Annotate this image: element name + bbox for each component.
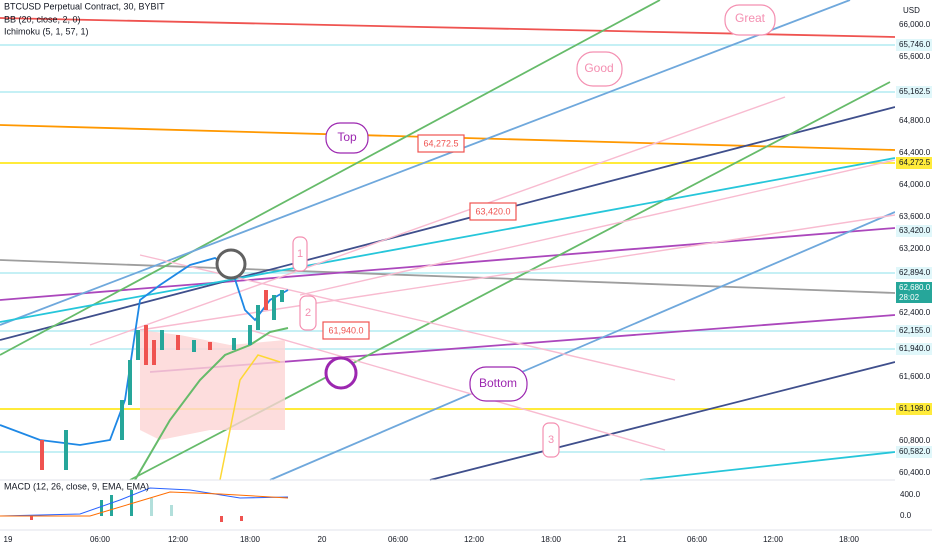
price-label: 64,272.5 [899,158,931,167]
price-label: 62,894.0 [899,268,931,277]
symbol: BTCUSD Perpetual Contract, 30, BYBIT [4,1,165,11]
price-label: 64,800.0 [899,116,931,125]
price-label: 61,600.0 [899,372,931,381]
price-badge [896,325,932,337]
price-badge [896,157,932,169]
annotation: Bottom [479,376,517,390]
price-badge [896,267,932,279]
price-label: 64,000.0 [899,180,931,189]
time-label: 18:00 [839,535,860,544]
price-label: 65,600.0 [899,52,931,61]
annotation: 63,420.0 [475,206,510,216]
time-label: 19 [4,535,13,544]
price-badge [896,282,932,303]
price-label: 65,162.5 [899,87,931,96]
annotation: 61,940.0 [328,325,363,335]
bollinger-band [0,257,289,446]
indicator: BB (20, close, 2, 0) [4,14,81,24]
price-badge [896,403,932,415]
time-label: 12:00 [464,535,485,544]
macd-title: MACD (12, 26, close, 9, EMA, EMA) [4,481,149,491]
macd-histogram [0,490,290,522]
price-label: 61,198.0 [899,404,931,413]
time-label: 20 [318,535,327,544]
price-label: 62,680.0 [899,283,931,292]
price-badge [896,86,932,98]
price-label: 60,400.0 [899,468,931,477]
annotation: 64,272.5 [423,138,458,148]
annotation: Good [584,61,613,75]
trend-lines [0,0,896,481]
time-label: 06:00 [687,535,708,544]
price-badge [896,343,932,355]
annotation: Great [735,11,766,25]
price-label: 62,400.0 [899,308,931,317]
price-label: 64,400.0 [899,148,931,157]
time-label: 18:00 [541,535,562,544]
annotation: 1 [297,248,303,260]
price-label: 60,582.0 [899,447,931,456]
price-badge [896,446,932,458]
macd-axis-label: 0.0 [900,511,912,520]
time-label: 18:00 [240,535,261,544]
price-label: 66,000.0 [899,20,931,29]
price-label: 65,746.0 [899,40,931,49]
price-badge [896,225,932,237]
macd-line [0,487,289,517]
time-label: 12:00 [168,535,189,544]
time-label: 12:00 [763,535,784,544]
signal-line [0,491,289,517]
ichimoku-lag [219,354,281,481]
price-label: 62,155.0 [899,326,931,335]
bubbles [215,4,776,458]
price-label: 63,420.0 [899,226,931,235]
time-label: 21 [618,535,627,544]
candles [40,290,284,470]
macd-axis-label: 400.0 [900,490,921,499]
countdown: 28:02 [899,293,920,302]
price-label: 63,600.0 [899,212,931,221]
time-label: 06:00 [90,535,111,544]
currency: USD [903,6,920,15]
price-label: 63,200.0 [899,244,931,253]
price-badge [896,39,932,51]
annotation: 3 [548,434,554,446]
price-label: 61,940.0 [899,344,931,353]
annotation-texts: Great Good Top Bottom 64,272.5 63,420.0 … [297,11,766,446]
annotation: 2 [305,307,311,319]
annotation: Top [337,130,357,144]
time-label: 06:00 [388,535,409,544]
indicator: Ichimoku (5, 1, 57, 1) [4,26,89,36]
price-label: 60,800.0 [899,436,931,445]
ichimoku-line [134,327,289,481]
